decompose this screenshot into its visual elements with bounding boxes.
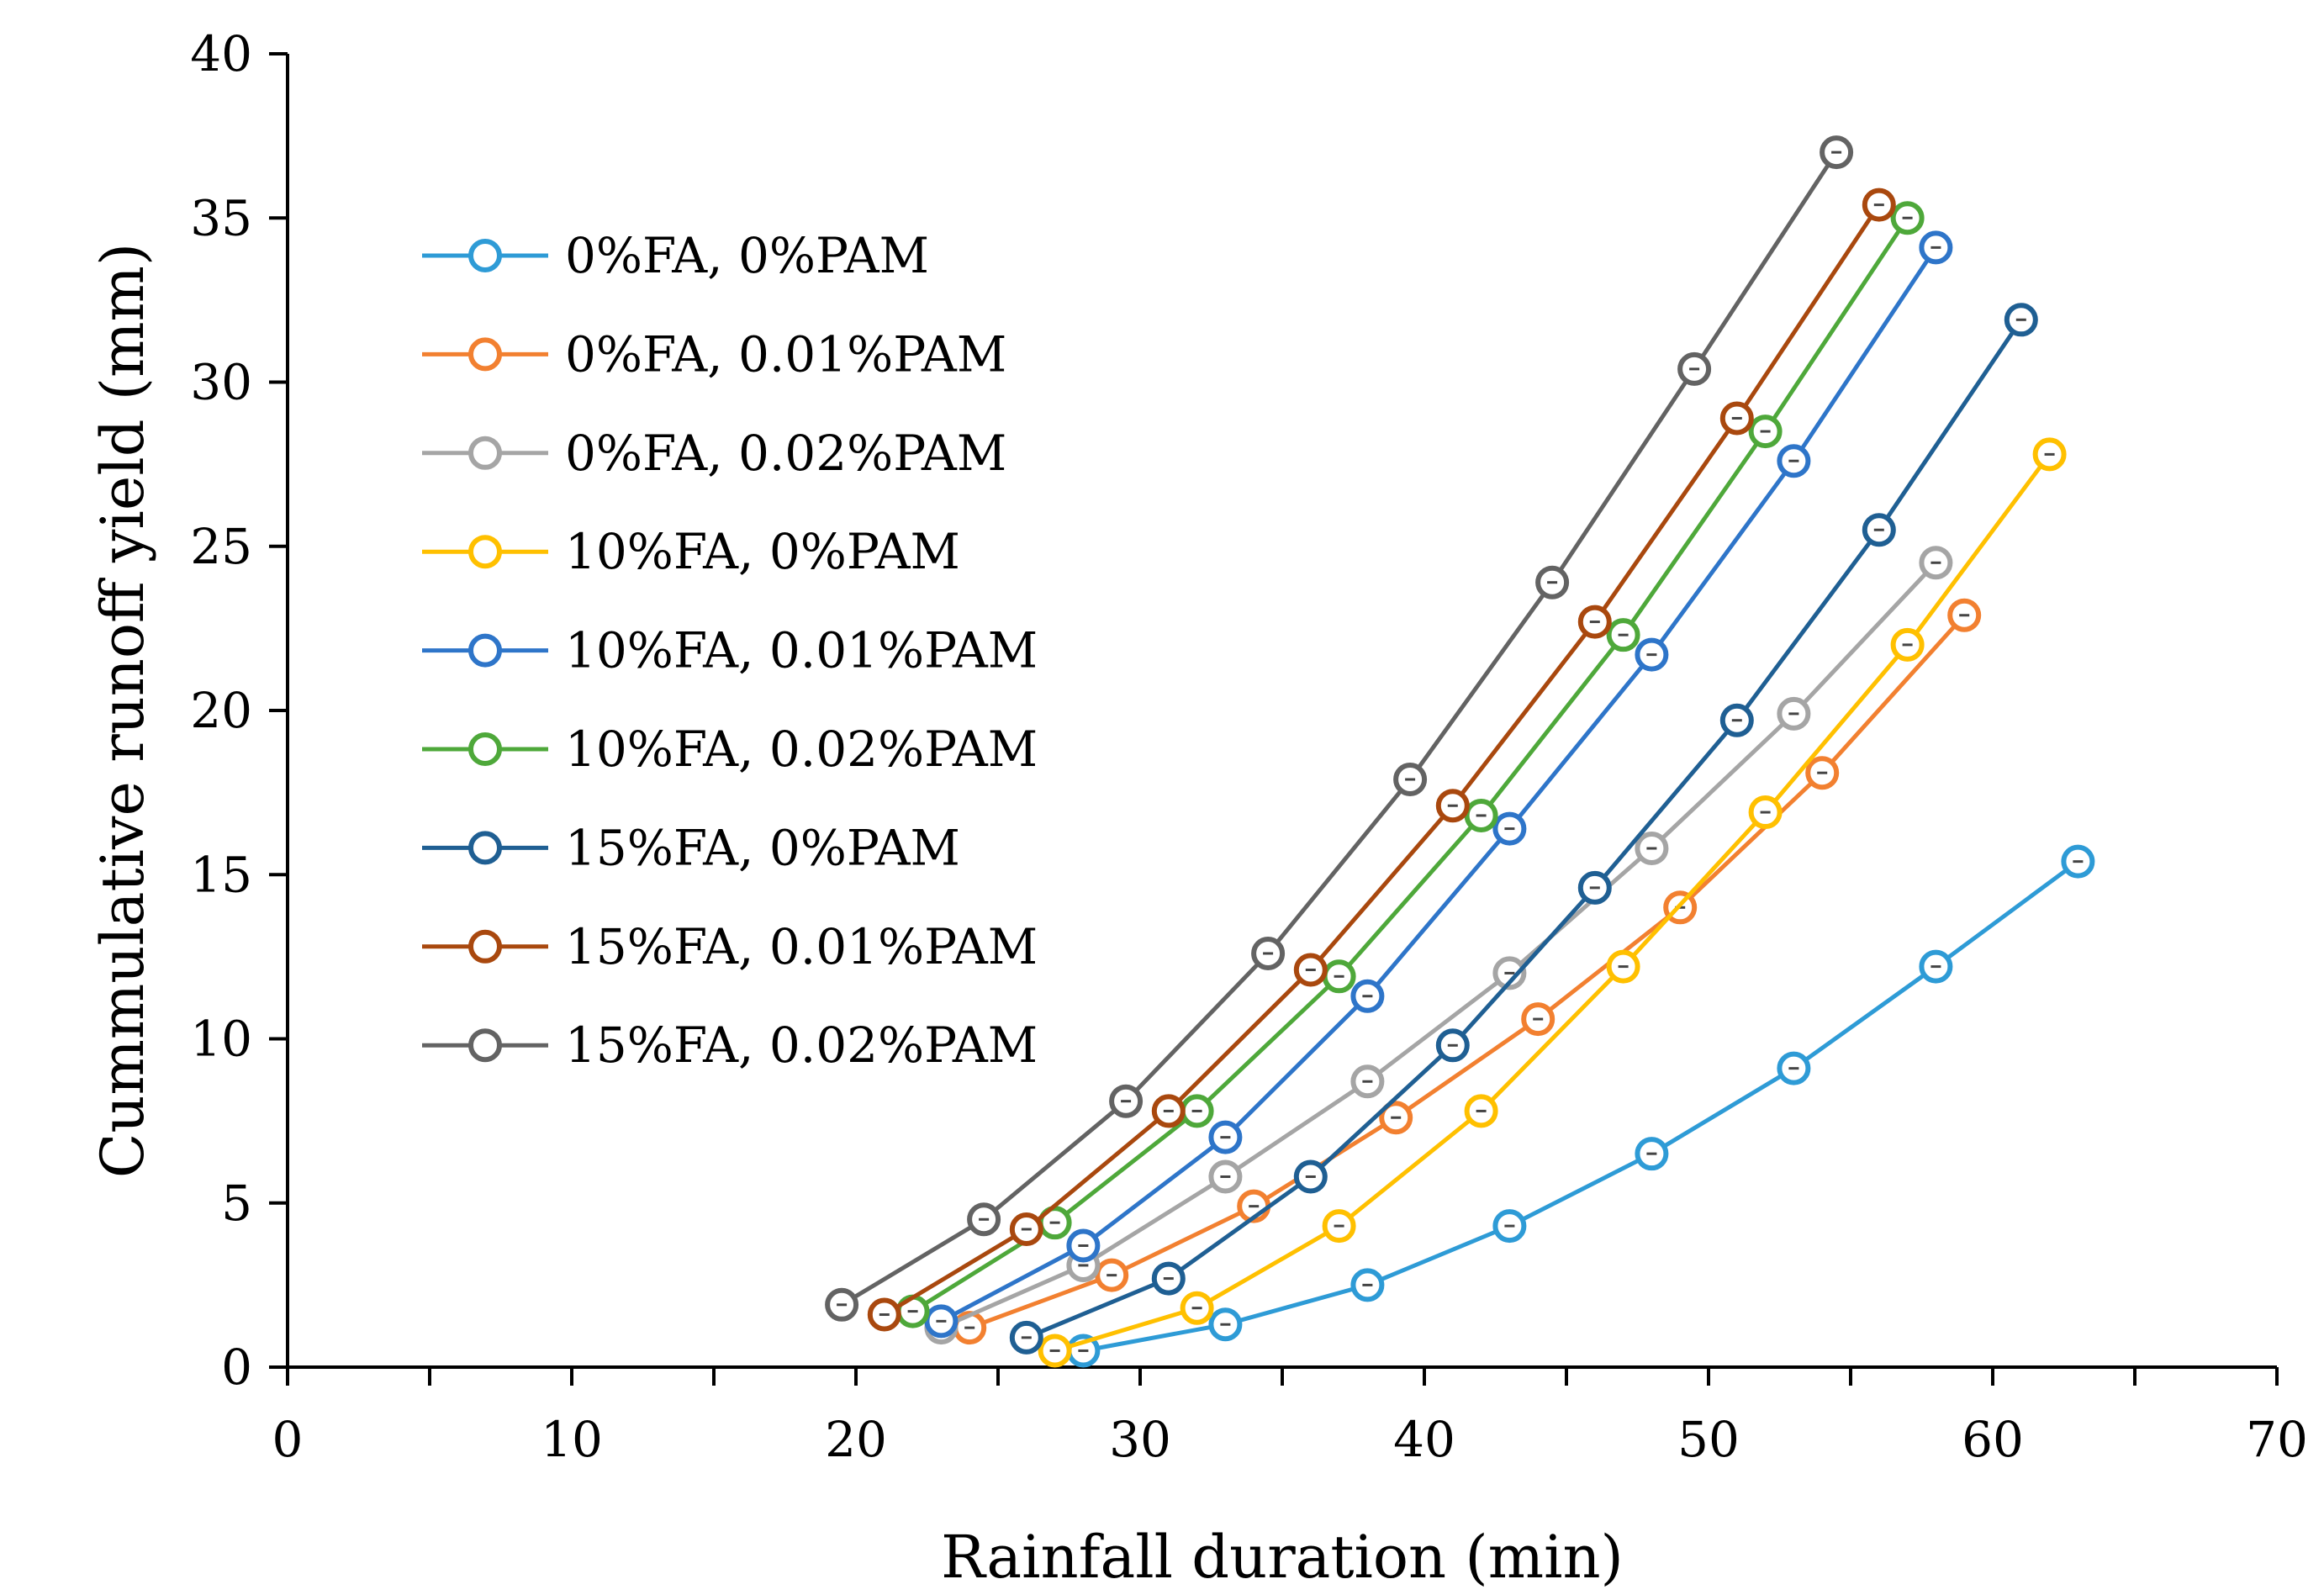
x-tick-label: 0 — [272, 1411, 304, 1468]
series-line — [969, 614, 1967, 1330]
legend-label: 0%FA, 0.01%PAM — [565, 325, 1006, 383]
legend-label: 15%FA, 0.02%PAM — [565, 1017, 1038, 1074]
x-tick-label: 70 — [2246, 1411, 2308, 1468]
legend-item: 15%FA, 0%PAM — [422, 819, 960, 876]
series-line — [940, 246, 1938, 1323]
y-tick-label: 10 — [190, 1011, 252, 1068]
legend-marker — [468, 732, 502, 766]
series-layer — [825, 135, 2095, 1368]
x-tick-label: 50 — [1677, 1411, 1740, 1468]
legend-marker — [468, 337, 502, 372]
x-tick-label: 40 — [1393, 1411, 1455, 1468]
legend-marker — [468, 831, 502, 865]
y-tick-label: 30 — [190, 354, 252, 411]
x-tick-label: 20 — [825, 1411, 887, 1468]
y-tick-label: 40 — [190, 25, 252, 82]
y-tick-label: 0 — [221, 1339, 252, 1396]
legend-item: 0%FA, 0.01%PAM — [422, 325, 1006, 383]
series-7 — [1009, 303, 2038, 1355]
series-line — [883, 203, 1881, 1317]
legend-marker — [468, 239, 502, 272]
legend-marker — [468, 1028, 502, 1063]
y-ticks: 0 5 10 15 20 25 30 35 40 — [190, 25, 288, 1396]
y-tick-label: 25 — [190, 518, 252, 575]
series-8 — [867, 187, 1896, 1332]
series-line — [911, 216, 1909, 1313]
y-tick-label: 5 — [221, 1175, 252, 1232]
legend-marker — [468, 633, 502, 668]
legend: 0%FA, 0%PAM 0%FA, 0.01%PAM 0%FA, 0.02%PAM 1… — [422, 227, 1038, 1074]
y-axis-title: Cummulative runoff yield (mm) — [88, 243, 157, 1178]
x-ticks: 0 10 20 30 40 50 60 70 — [272, 1367, 2308, 1468]
series-1 — [1066, 844, 2095, 1368]
x-tick-label: 60 — [1962, 1411, 2024, 1468]
legend-item: 10%FA, 0.01%PAM — [422, 622, 1038, 679]
legend-label: 10%FA, 0.01%PAM — [565, 622, 1038, 679]
y-tick-label: 20 — [190, 682, 252, 739]
series-2 — [953, 598, 1982, 1345]
legend-label: 15%FA, 0%PAM — [565, 819, 960, 876]
series-9 — [825, 135, 1854, 1322]
series-4 — [1038, 437, 2067, 1368]
legend-label: 15%FA, 0.01%PAM — [565, 918, 1038, 975]
legend-item: 15%FA, 0.02%PAM — [422, 1017, 1038, 1074]
series-line — [1054, 452, 2052, 1353]
legend-label: 0%FA, 0%PAM — [565, 227, 929, 284]
series-5 — [924, 230, 1953, 1339]
legend-label: 10%FA, 0.02%PAM — [565, 721, 1038, 778]
axes: 0 10 20 30 40 50 60 70 0 5 10 15 20 25 30 35 40 — [190, 25, 2308, 1468]
y-tick-label: 15 — [190, 846, 252, 903]
legend-marker — [468, 929, 502, 964]
series-line — [1025, 318, 2023, 1340]
x-axis-title: Rainfall duration (min) — [941, 1523, 1624, 1591]
series-line — [1082, 859, 2079, 1353]
x-tick-label: 30 — [1109, 1411, 1171, 1468]
x-tick-label: 10 — [541, 1411, 603, 1468]
legend-item: 15%FA, 0.01%PAM — [422, 918, 1038, 975]
series-line — [840, 151, 1839, 1307]
series-line — [940, 561, 1938, 1330]
legend-marker — [468, 436, 502, 470]
legend-item: 0%FA, 0%PAM — [422, 227, 929, 284]
legend-marker — [468, 535, 502, 569]
legend-item: 10%FA, 0.02%PAM — [422, 721, 1038, 778]
legend-item: 10%FA, 0%PAM — [422, 523, 960, 580]
legend-item: 0%FA, 0.02%PAM — [422, 425, 1006, 482]
series-6 — [895, 201, 1925, 1328]
legend-label: 0%FA, 0.02%PAM — [565, 425, 1006, 482]
series-3 — [924, 546, 1953, 1345]
legend-label: 10%FA, 0%PAM — [565, 523, 960, 580]
y-tick-label: 35 — [190, 189, 252, 246]
